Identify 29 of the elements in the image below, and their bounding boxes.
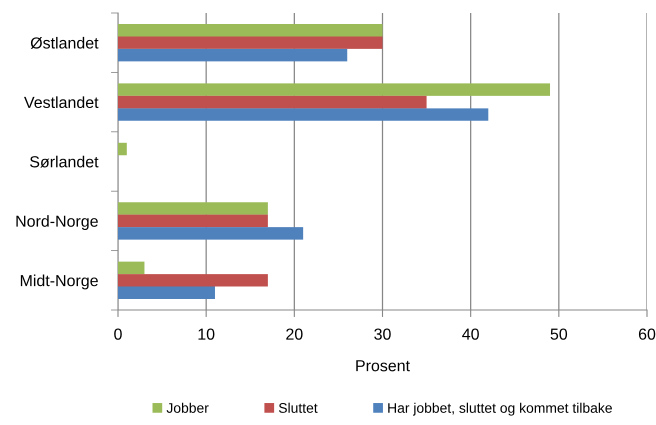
y-tick-label: Vestlandet	[24, 96, 98, 108]
x-tick-label: 30	[374, 328, 391, 340]
bar	[118, 108, 488, 121]
bar	[118, 142, 127, 156]
bar	[118, 214, 268, 228]
bar	[118, 227, 304, 240]
bar	[118, 262, 144, 274]
bar	[118, 274, 268, 287]
legend-label: Sluttet	[278, 402, 318, 413]
y-tick-label: Østlandet	[30, 36, 98, 49]
x-tick-label: 50	[550, 328, 568, 340]
x-tick-label: 40	[462, 328, 479, 340]
x-axis-title: Prosent	[356, 360, 410, 372]
y-tick-label: Nord-Norge	[16, 215, 98, 230]
bar	[118, 48, 348, 62]
bar	[118, 36, 382, 49]
x-tick-label: 0	[114, 328, 122, 340]
legend-label: Har jobbet, sluttet og kommet tilbake	[388, 402, 612, 416]
x-tick-label: 60	[638, 328, 656, 340]
legend-label: Jobber	[166, 402, 209, 413]
bar	[118, 202, 268, 215]
bar	[118, 96, 427, 108]
bar	[118, 24, 382, 36]
bar	[118, 83, 550, 96]
x-tick-label: 10	[198, 328, 214, 340]
bar	[118, 286, 215, 300]
y-tick-label: Midt-Norge	[20, 274, 98, 290]
y-tick-label: Sørlandet	[30, 156, 98, 168]
x-tick-label: 20	[286, 328, 303, 340]
